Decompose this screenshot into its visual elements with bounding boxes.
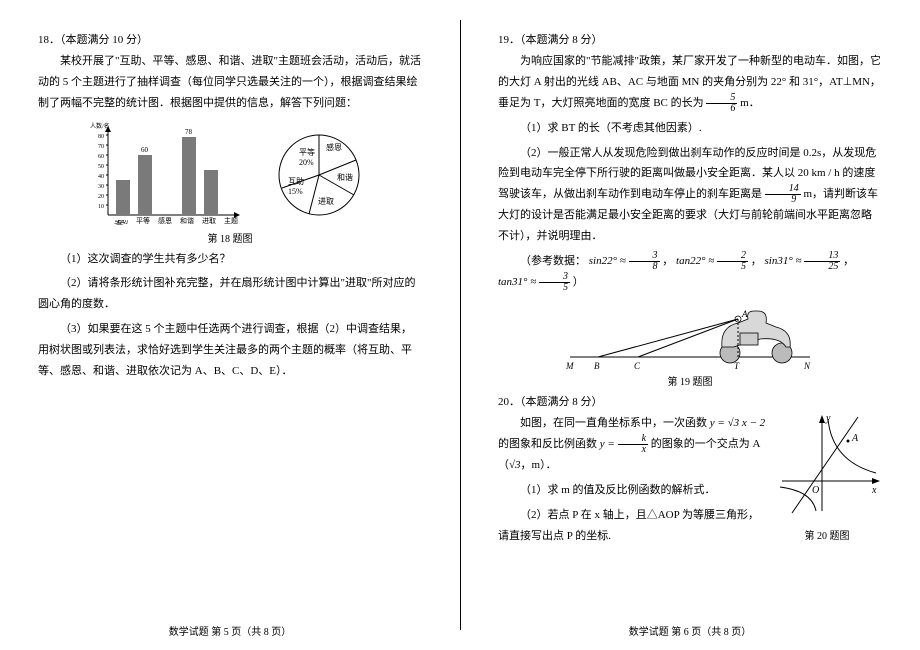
q18-sub3: （3）如果要在这 5 个主题中任选两个进行调查，根据（2）中调查结果，用树状图或… [38,319,422,382]
page-right: 19．（本题满分 8 分） 为响应国家的"节能减排"政策，某厂家开发了一种新型的… [460,0,920,650]
q18-intro: 某校开展了"互助、平等、感恩、和谐、进取"主题班会活动，活动后，就活动的 5 个… [38,51,422,114]
q19-figure: M B C T N A [560,297,820,375]
svg-text:20: 20 [98,194,104,200]
svg-text:和谐: 和谐 [180,216,194,225]
q20-figure: y x O A [772,411,882,521]
footer-right: 数学试题 第 6 页（共 8 页） [460,623,920,642]
svg-text:78: 78 [185,128,193,136]
svg-text:30: 30 [98,184,104,190]
svg-text:平等: 平等 [136,216,150,225]
svg-text:40: 40 [98,174,104,180]
q18-caption: 第 18 题图 [38,230,422,249]
svg-text:60: 60 [98,154,104,160]
svg-text:互助: 互助 [288,176,304,186]
q18-pie-chart: 感恩 平等 20% 和谐 互助 15% 进取 [264,120,374,230]
svg-text:感恩: 感恩 [326,142,342,152]
svg-text:进取: 进取 [202,217,216,225]
q20-header: 20．（本题满分 8 分） [498,392,882,413]
svg-text:M: M [565,361,574,371]
svg-text:60: 60 [141,146,149,154]
frac-14-9: 149 [765,184,801,205]
q19-sub1: （1）求 BT 的长（不考虑其他因素）. [498,118,882,139]
eq-recip: y = [600,438,618,450]
svg-text:y: y [825,413,831,424]
page-left: 18．（本题满分 10 分） 某校开展了"互助、平等、感恩、和谐、进取"主题班会… [0,0,460,650]
q18-figures: 人数/名 10 20 30 40 50 60 70 80 60 78 互 互助 … [38,120,422,230]
q19-caption: 第 19 题图 [498,373,882,392]
svg-text:O: O [812,485,819,496]
svg-text:A: A [741,309,748,319]
footer-left: 数学试题 第 5 页（共 8 页） [0,623,460,642]
svg-text:A: A [851,433,859,444]
svg-text:x: x [871,485,877,496]
q20-caption: 第 20 题图 [772,527,882,546]
svg-text:T: T [734,361,740,371]
q18-header: 18．（本题满分 10 分） [38,30,422,51]
q18-sub1: （1）这次调查的学生共有多少名？ [38,249,422,270]
svg-text:10: 10 [98,204,104,210]
q19-intro-b: m． [740,97,760,109]
svg-text:和谐: 和谐 [337,172,353,182]
frac-5-6: 56 [706,93,737,114]
q18-sub2: （2）请将条形统计图补充完整，并在扇形统计图中计算出"进取"所对应的圆心角的度数… [38,273,422,315]
svg-text:进取: 进取 [318,197,334,206]
eq-line: y = √3 x − 2 [710,417,765,429]
svg-text:感恩: 感恩 [158,216,172,225]
q19-sub2: （2）一般正常人从发现危险到做出刹车动作的反应时间是 0.2s，从发现危险到电动… [498,143,882,248]
svg-text:20%: 20% [299,158,314,167]
svg-text:15%: 15% [288,187,303,196]
q19-ref: （参考数据： sin22° ≈ 38 ， tan22° ≈ 25 ， sin31… [498,251,882,293]
svg-text:人数/名: 人数/名 [90,122,110,130]
svg-text:70: 70 [98,144,104,150]
q18-bar-chart: 人数/名 10 20 30 40 50 60 70 80 60 78 互 互助 … [86,120,246,230]
q19-intro-a: 为响应国家的"节能减排"政策，某厂家开发了一种新型的电动车．如图，它的大灯 A … [498,55,881,109]
frac-k-x: kx [618,434,648,455]
svg-text:50: 50 [98,164,104,170]
q19-intro: 为响应国家的"节能减排"政策，某厂家开发了一种新型的电动车．如图，它的大灯 A … [498,51,882,114]
svg-text:平等: 平等 [299,147,315,157]
svg-text:80: 80 [98,134,104,140]
q20-figure-wrap: y x O A 第 20 题图 [772,411,882,546]
q19-header: 19．（本题满分 8 分） [498,30,882,51]
svg-text:B: B [594,361,600,371]
svg-text:N: N [803,361,811,371]
svg-text:C: C [634,361,641,371]
svg-text:主题: 主题 [224,216,238,225]
